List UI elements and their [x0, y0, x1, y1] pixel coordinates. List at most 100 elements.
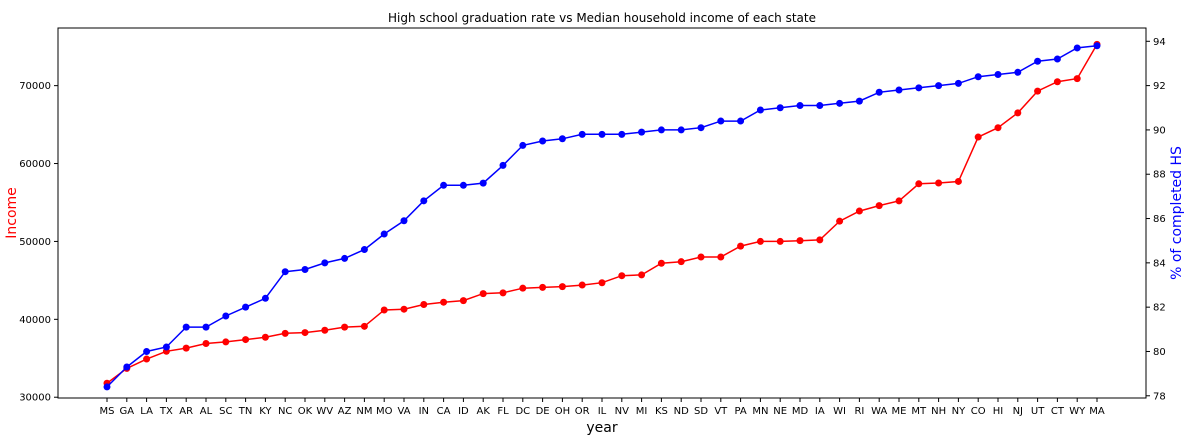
- x-tick-label: CA: [437, 406, 451, 417]
- x-tick-label: OR: [575, 406, 590, 417]
- series-1-point: [400, 305, 408, 313]
- series-1-point: [796, 237, 804, 245]
- x-tick-label: AL: [200, 406, 213, 417]
- series-1-point: [182, 344, 190, 352]
- series-2-point: [855, 97, 863, 105]
- x-tick-label: DE: [536, 406, 550, 417]
- series-2-point: [440, 181, 448, 189]
- series-1-point: [1073, 75, 1081, 83]
- series-2-point: [499, 161, 507, 169]
- x-tick-label: OH: [555, 406, 570, 417]
- series-2-point: [558, 135, 566, 143]
- x-tick-label: OK: [298, 406, 313, 417]
- series-2-point: [281, 268, 289, 276]
- x-tick-label: UT: [1031, 406, 1045, 417]
- x-tick-label: VA: [397, 406, 410, 417]
- series-1-point: [539, 283, 547, 291]
- x-tick-label: ID: [458, 406, 469, 417]
- x-tick-label: MS: [100, 406, 115, 417]
- x-tick-label: MI: [636, 406, 648, 417]
- x-tick-label: MD: [792, 406, 809, 417]
- x-tick-label: MA: [1089, 406, 1105, 417]
- x-tick-label: NJ: [1013, 406, 1023, 417]
- left-axis-ticks: 30000 40000 50000 60000 70000: [19, 81, 58, 404]
- x-tick-label: KY: [259, 406, 272, 417]
- series-2-point: [578, 130, 586, 138]
- series-2-point: [1093, 42, 1101, 50]
- x-tick-label: KS: [655, 406, 668, 417]
- series-2-point: [915, 84, 923, 92]
- series-2-point: [776, 104, 784, 112]
- x-tick-label: AR: [179, 406, 193, 417]
- right-tick-label: 92: [1153, 81, 1166, 92]
- series-2-point: [1073, 44, 1081, 52]
- series-1-point: [578, 281, 586, 289]
- y-axis-label-right: % of completed HS: [1169, 146, 1185, 280]
- series-2-point: [539, 137, 547, 145]
- series-1-point: [301, 329, 309, 337]
- y-axis-label-left: Income: [4, 187, 20, 239]
- series-2-point: [222, 312, 230, 320]
- series-2-point: [242, 303, 250, 311]
- x-tick-label: WY: [1069, 406, 1086, 417]
- series-1-point: [915, 180, 923, 188]
- series-1-point: [360, 322, 368, 330]
- series-1-point: [202, 339, 210, 347]
- series-1-point: [479, 290, 487, 298]
- series-1-point: [1034, 87, 1042, 95]
- x-tick-label: NV: [615, 406, 629, 417]
- series-1-point: [261, 333, 269, 341]
- series-2-point: [202, 323, 210, 331]
- series-2-point: [400, 217, 408, 225]
- series-1-point: [519, 284, 527, 292]
- series-1-point: [1014, 109, 1022, 117]
- right-tick-label: 86: [1153, 214, 1166, 225]
- x-tick-label: WI: [833, 406, 846, 417]
- series-1-point: [222, 338, 230, 346]
- series-2-point: [1053, 55, 1061, 63]
- x-tick-label: AK: [476, 406, 490, 417]
- x-tick-label: WA: [871, 406, 887, 417]
- series-2-point: [182, 323, 190, 331]
- series-1-point: [1053, 78, 1061, 86]
- series-2-point: [935, 82, 943, 90]
- x-tick-label: SD: [694, 406, 708, 417]
- x-tick-label: CO: [971, 406, 986, 417]
- x-tick-label: FL: [497, 406, 509, 417]
- series-1-point: [954, 177, 962, 185]
- series-1-point: [341, 323, 349, 331]
- series-1-point: [242, 336, 250, 344]
- x-tick-label: NE: [773, 406, 787, 417]
- series-2-point: [836, 99, 844, 107]
- x-tick-label: IN: [419, 406, 429, 417]
- left-tick-label: 70000: [19, 81, 51, 92]
- series-2-point: [479, 179, 487, 187]
- right-tick-label: 78: [1153, 391, 1166, 402]
- series-2-point: [519, 141, 527, 149]
- series-2-point: [261, 294, 269, 302]
- series-1-point: [499, 289, 507, 297]
- x-tick-label: CT: [1051, 406, 1065, 417]
- series-1-point: [974, 133, 982, 141]
- right-tick-label: 94: [1153, 37, 1166, 48]
- series-2-point: [994, 71, 1002, 79]
- series-1-point: [321, 326, 329, 334]
- series-2-point: [321, 259, 329, 267]
- series-1-point: [836, 217, 844, 225]
- series-1-point: [380, 306, 388, 314]
- right-tick-label: 88: [1153, 170, 1166, 181]
- series-line-2: [106, 44, 1098, 388]
- x-tick-label: GA: [120, 406, 135, 417]
- chart-title: High school graduation rate vs Median ho…: [388, 11, 816, 25]
- series-1-point: [459, 297, 467, 305]
- series-2-point: [875, 88, 883, 96]
- series-1-point: [281, 329, 289, 337]
- x-tick-label: HI: [993, 406, 1003, 417]
- x-tick-label: AZ: [338, 406, 352, 417]
- series-1-point: [935, 179, 943, 187]
- series-2-point: [657, 126, 665, 134]
- x-tick-label: IA: [815, 406, 825, 417]
- series-2-point: [341, 254, 349, 262]
- series-2-point: [954, 79, 962, 87]
- x-tick-label: NY: [952, 406, 966, 417]
